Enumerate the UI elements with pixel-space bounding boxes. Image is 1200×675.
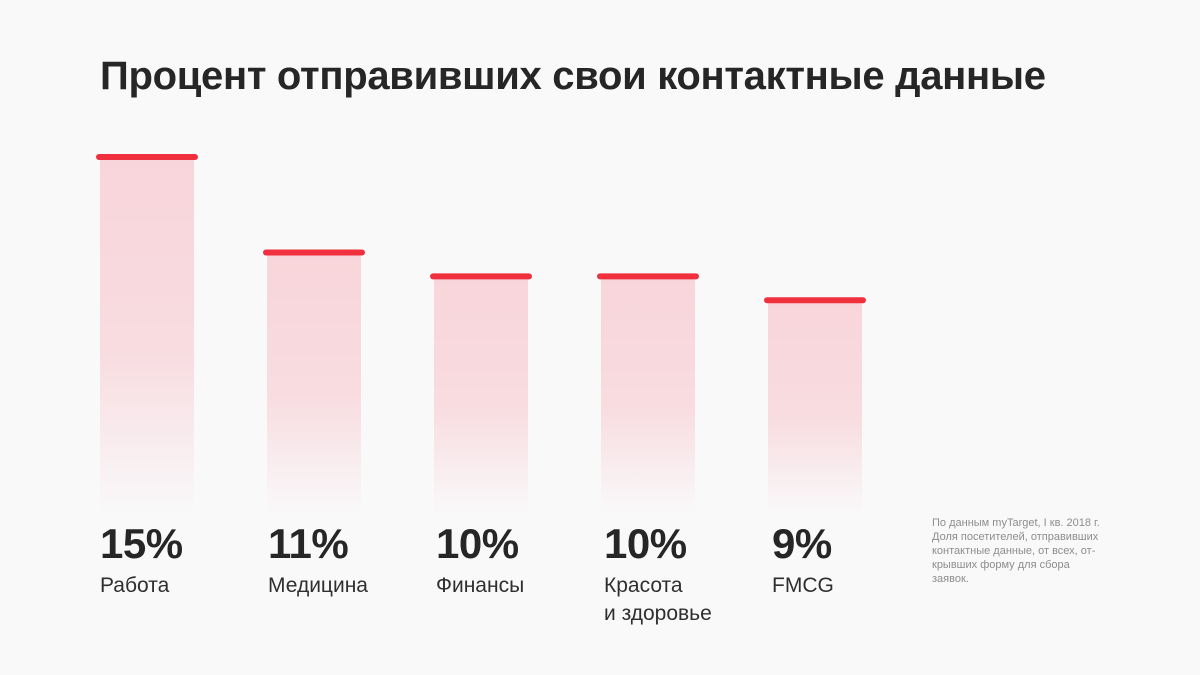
bar-label-3: 10% Красота и здоровье [604, 516, 754, 628]
bar-label-0: 15% Работа [100, 516, 250, 600]
bar-4 [768, 300, 862, 515]
value-label-3: 10% [604, 520, 687, 567]
category-label-4: FMCG [772, 574, 834, 597]
bar-1 [267, 252, 361, 515]
value-label-4: 9% [772, 520, 832, 567]
bar-label-2: 10% Финансы [436, 516, 586, 600]
value-label-2: 10% [436, 520, 519, 567]
category-label-0: Работа [100, 574, 170, 597]
bar-label-1: 11% Медицина [268, 516, 418, 600]
category-label-2: Финансы [436, 574, 525, 597]
source-note: По данным myTarget, I кв. 2018 г. Доля п… [932, 517, 1100, 585]
bars-group [96, 154, 866, 515]
category-label-1: Медицина [268, 574, 368, 597]
value-label-0: 15% [100, 520, 183, 567]
value-label-1: 11% [268, 520, 349, 567]
bar-2 [434, 276, 528, 515]
category-label-3: Красота и здоровье [604, 574, 712, 625]
chart-title: Процент отправивших свои контактные данн… [100, 54, 1046, 98]
bar-label-4: 9% FMCG [772, 516, 922, 600]
bar-0 [100, 157, 194, 515]
bar-3 [601, 276, 695, 515]
